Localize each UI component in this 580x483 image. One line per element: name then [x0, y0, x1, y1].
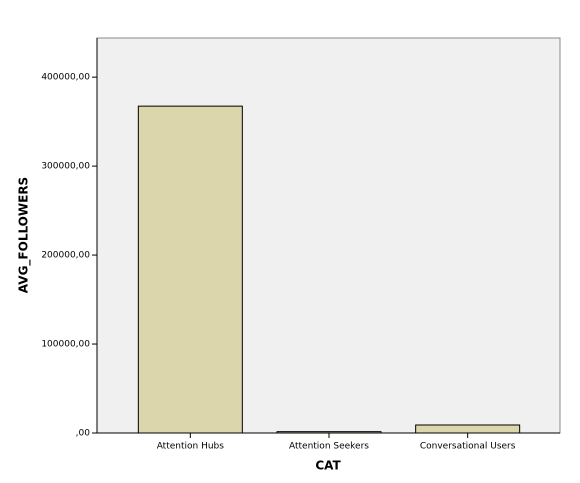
x-tick-label: Attention Seekers	[289, 442, 369, 452]
y-tick-label: 100000,00	[41, 340, 90, 350]
y-tick-label: ,00	[76, 429, 91, 439]
bar	[137, 105, 243, 434]
y-axis-title: AVG_FOLLOWERS	[17, 177, 32, 293]
y-tick-label: 200000,00	[41, 251, 90, 261]
y-tick-label: 400000,00	[41, 73, 90, 83]
bar	[415, 424, 521, 434]
x-tick-label: Attention Hubs	[157, 442, 225, 452]
y-tick-label: 300000,00	[41, 162, 90, 172]
x-axis-title: CAT	[315, 459, 341, 473]
x-tick-label: Conversational Users	[420, 442, 516, 452]
